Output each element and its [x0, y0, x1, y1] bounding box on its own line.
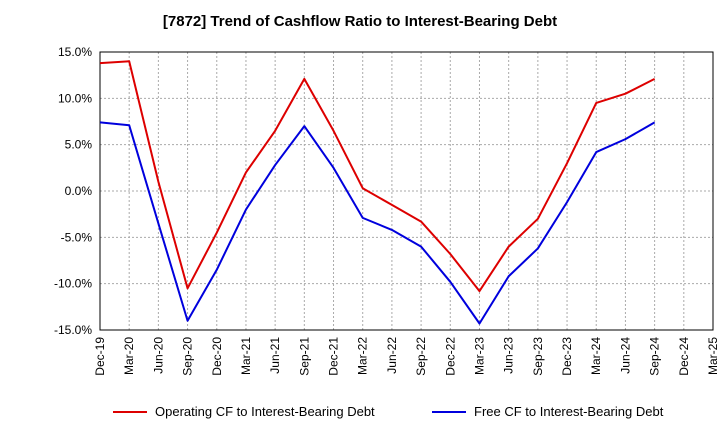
y-tick-label: -10.0%: [54, 277, 92, 291]
legend-swatch-operating-cf: [113, 410, 147, 413]
y-tick-label: -5.0%: [61, 230, 93, 244]
legend-item-free-cf: Free CF to Interest-Bearing Debt: [432, 404, 663, 419]
x-tick-label: Mar-21: [239, 337, 253, 375]
x-tick-label: Jun-24: [618, 337, 632, 374]
y-tick-label: 10.0%: [58, 91, 92, 105]
y-tick-label: 0.0%: [65, 184, 93, 198]
x-tick-label: Mar-24: [589, 337, 603, 375]
x-tick-label: Mar-22: [356, 337, 370, 375]
y-tick-label: 5.0%: [65, 138, 93, 152]
legend-item-operating-cf: Operating CF to Interest-Bearing Debt: [113, 404, 375, 419]
x-tick-label: Jun-22: [385, 337, 399, 374]
x-tick-label: Dec-23: [560, 337, 574, 376]
x-tick-label: Jun-21: [268, 337, 282, 374]
x-tick-label: Sep-21: [297, 337, 311, 376]
chart-title: [7872] Trend of Cashflow Ratio to Intere…: [162, 13, 558, 30]
x-tick-label: Dec-20: [210, 337, 224, 376]
x-tick-label: Jun-20: [151, 337, 165, 374]
y-tick-label: 15.0%: [58, 45, 92, 59]
x-tick-label: Jun-23: [502, 337, 516, 374]
x-tick-label: Dec-22: [443, 337, 457, 376]
legend-swatch-free-cf: [432, 410, 466, 413]
x-tick-label: Dec-21: [327, 337, 341, 376]
series-line-0: [99, 60, 656, 293]
x-tick-label: Dec-19: [93, 337, 107, 376]
y-tick-label: -15.0%: [54, 323, 92, 337]
series-line-1: [99, 121, 656, 325]
x-tick-label: Sep-22: [414, 337, 428, 376]
legend-label-free-cf: Free CF to Interest-Bearing Debt: [474, 404, 664, 419]
x-tick-label: Mar-25: [706, 337, 720, 375]
x-tick-label: Sep-24: [648, 337, 662, 376]
x-tick-label: Mar-20: [122, 337, 136, 375]
x-tick-label: Sep-23: [531, 337, 545, 376]
plot-frame: [99, 51, 714, 331]
legend-label-operating-cf: Operating CF to Interest-Bearing Debt: [155, 404, 375, 419]
x-tick-label: Sep-20: [181, 337, 195, 376]
x-tick-label: Dec-24: [677, 337, 691, 376]
x-tick-label: Mar-23: [472, 337, 486, 375]
legend: Operating CF to Interest-Bearing Debt Fr…: [0, 404, 720, 426]
